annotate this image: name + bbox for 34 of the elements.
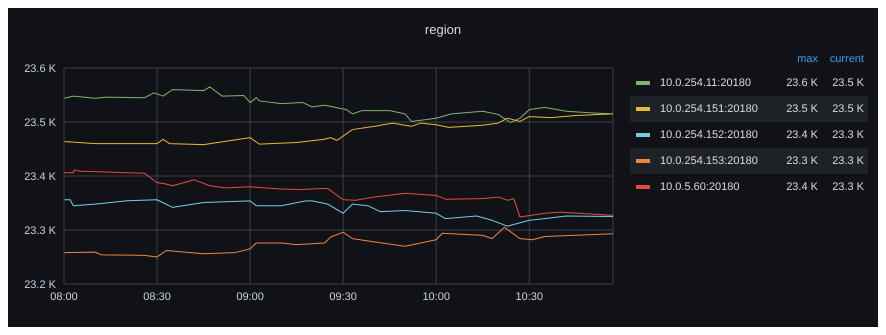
- y-tick-label: 23.6 K: [24, 62, 57, 75]
- text: 23.3 K: [785, 155, 818, 167]
- line-series: [64, 86, 613, 124]
- text: 23.6 K: [785, 77, 818, 89]
- x-tick-label: 08:30: [143, 290, 171, 303]
- text: 23.5 K: [785, 103, 818, 115]
- text: max: [796, 53, 818, 65]
- line-series: [64, 226, 613, 258]
- legend-label: 10.0.254.151:20180: [660, 103, 759, 115]
- x-tick-label: 10:30: [515, 290, 544, 303]
- legend-label: 10.0.5.60:20180: [660, 181, 741, 193]
- line-series: [64, 170, 613, 218]
- text: current: [828, 53, 864, 65]
- legend-label: 10.0.254.152:20180: [660, 129, 759, 141]
- y-tick-label: 23.3 K: [24, 224, 57, 237]
- text: 23.3 K: [831, 181, 864, 193]
- line-series: [64, 113, 613, 146]
- y-tick-label: 23.4 K: [24, 170, 57, 183]
- x-tick-label: 09:00: [236, 290, 264, 303]
- x-tick-label: 09:30: [329, 290, 357, 303]
- legend-label: 10.0.254.153:20180: [660, 155, 759, 167]
- line-series: [64, 199, 613, 227]
- text: 23.3 K: [831, 129, 864, 141]
- text: 23.4 K: [785, 181, 818, 193]
- x-tick-label: 08:00: [50, 290, 78, 303]
- text: 23.4 K: [785, 129, 818, 141]
- text: 23.5 K: [831, 77, 864, 89]
- x-tick-label: 10:00: [422, 290, 450, 303]
- text: 23.3 K: [831, 155, 864, 167]
- text: 23.5 K: [831, 103, 864, 115]
- y-tick-label: 23.2 K: [24, 278, 57, 291]
- y-tick-label: 23.5 K: [24, 116, 57, 129]
- legend-label: 10.0.254.11:20180: [660, 77, 752, 89]
- chart-title: region: [424, 22, 462, 37]
